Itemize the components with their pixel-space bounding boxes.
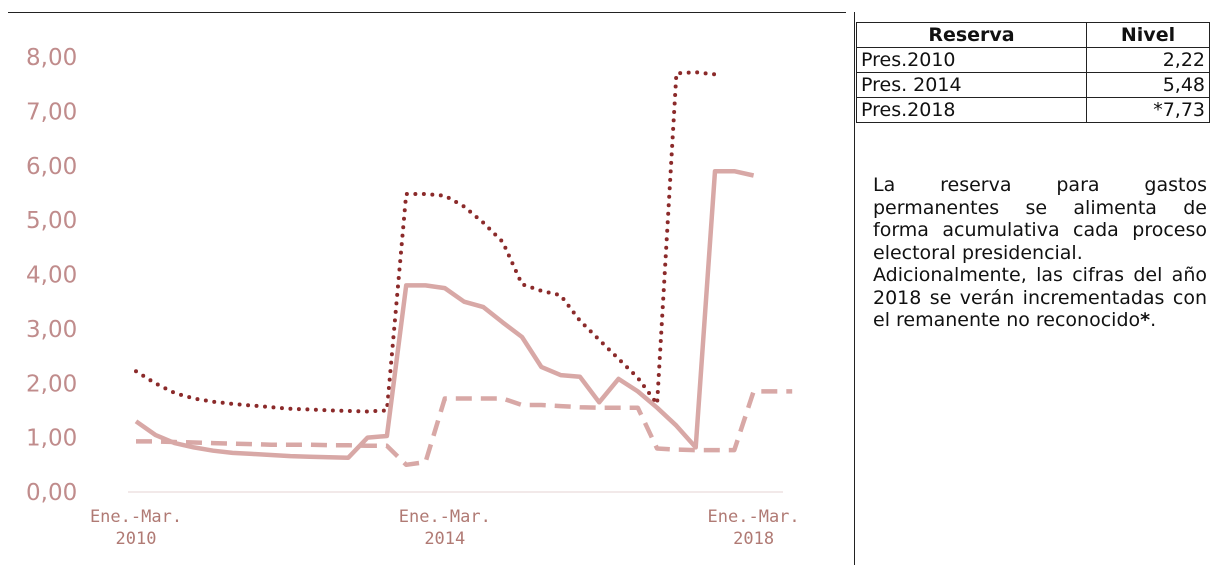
reserve-table: Reserva Nivel Pres.2010 2,22 Pres. 2014 … [856,22,1210,123]
note-asterisk: * [1140,309,1151,331]
table-row: Pres.2018 *7,73 [856,97,1210,123]
series-line-dotted [134,70,717,414]
x-tick-label: Ene.-Mar. [90,507,182,527]
row-value: 5,48 [1086,72,1210,98]
note-paragraph-2-text: Adicionalmente, las cifras del año 2018 … [873,264,1207,331]
vertical-divider [854,12,855,565]
table-row: Pres. 2014 5,48 [856,72,1210,98]
header-reserva: Reserva [856,22,1087,48]
y-tick-label: 4,00 [26,263,77,289]
header-nivel: Nivel [1086,22,1210,48]
note-paragraph-1: La reserva para gastos permanentes se al… [873,174,1207,264]
y-tick-label: 1,00 [26,426,77,452]
row-name: Pres. 2014 [856,72,1087,98]
x-tick-label: Ene.-Mar. [708,507,800,527]
row-value: *7,73 [1086,97,1210,123]
y-tick-label: 8,00 [26,45,77,71]
top-rule [8,12,846,13]
y-tick-label: 0,00 [26,480,77,506]
row-value: 2,22 [1086,47,1210,73]
reserve-line-chart: 0,00 1,00 2,00 3,00 4,00 5,00 6,00 7,00 8,00 Ene.… [26,45,800,549]
row-name: Pres.2010 [856,47,1087,73]
y-tick-label: 5,00 [26,208,77,234]
y-tick-label: 3,00 [26,317,77,343]
explanatory-note: La reserva para gastos permanentes se al… [873,174,1207,332]
x-tick-label: 2014 [424,529,465,549]
x-tick-label: 2018 [733,529,774,549]
y-tick-label: 6,00 [26,154,77,180]
row-name: Pres.2018 [856,97,1087,123]
series-line-dashed [136,389,793,468]
series-line-solid [134,168,755,460]
table-row: Pres.2010 2,22 [856,47,1210,73]
note-paragraph-2: Adicionalmente, las cifras del año 2018 … [873,264,1207,332]
table-header-row: Reserva Nivel [856,22,1210,48]
x-tick-label: Ene.-Mar. [399,507,491,527]
note-period: . [1150,309,1157,331]
y-tick-label: 7,00 [26,99,77,125]
y-tick-label: 2,00 [26,371,77,397]
x-tick-label: 2010 [116,529,157,549]
